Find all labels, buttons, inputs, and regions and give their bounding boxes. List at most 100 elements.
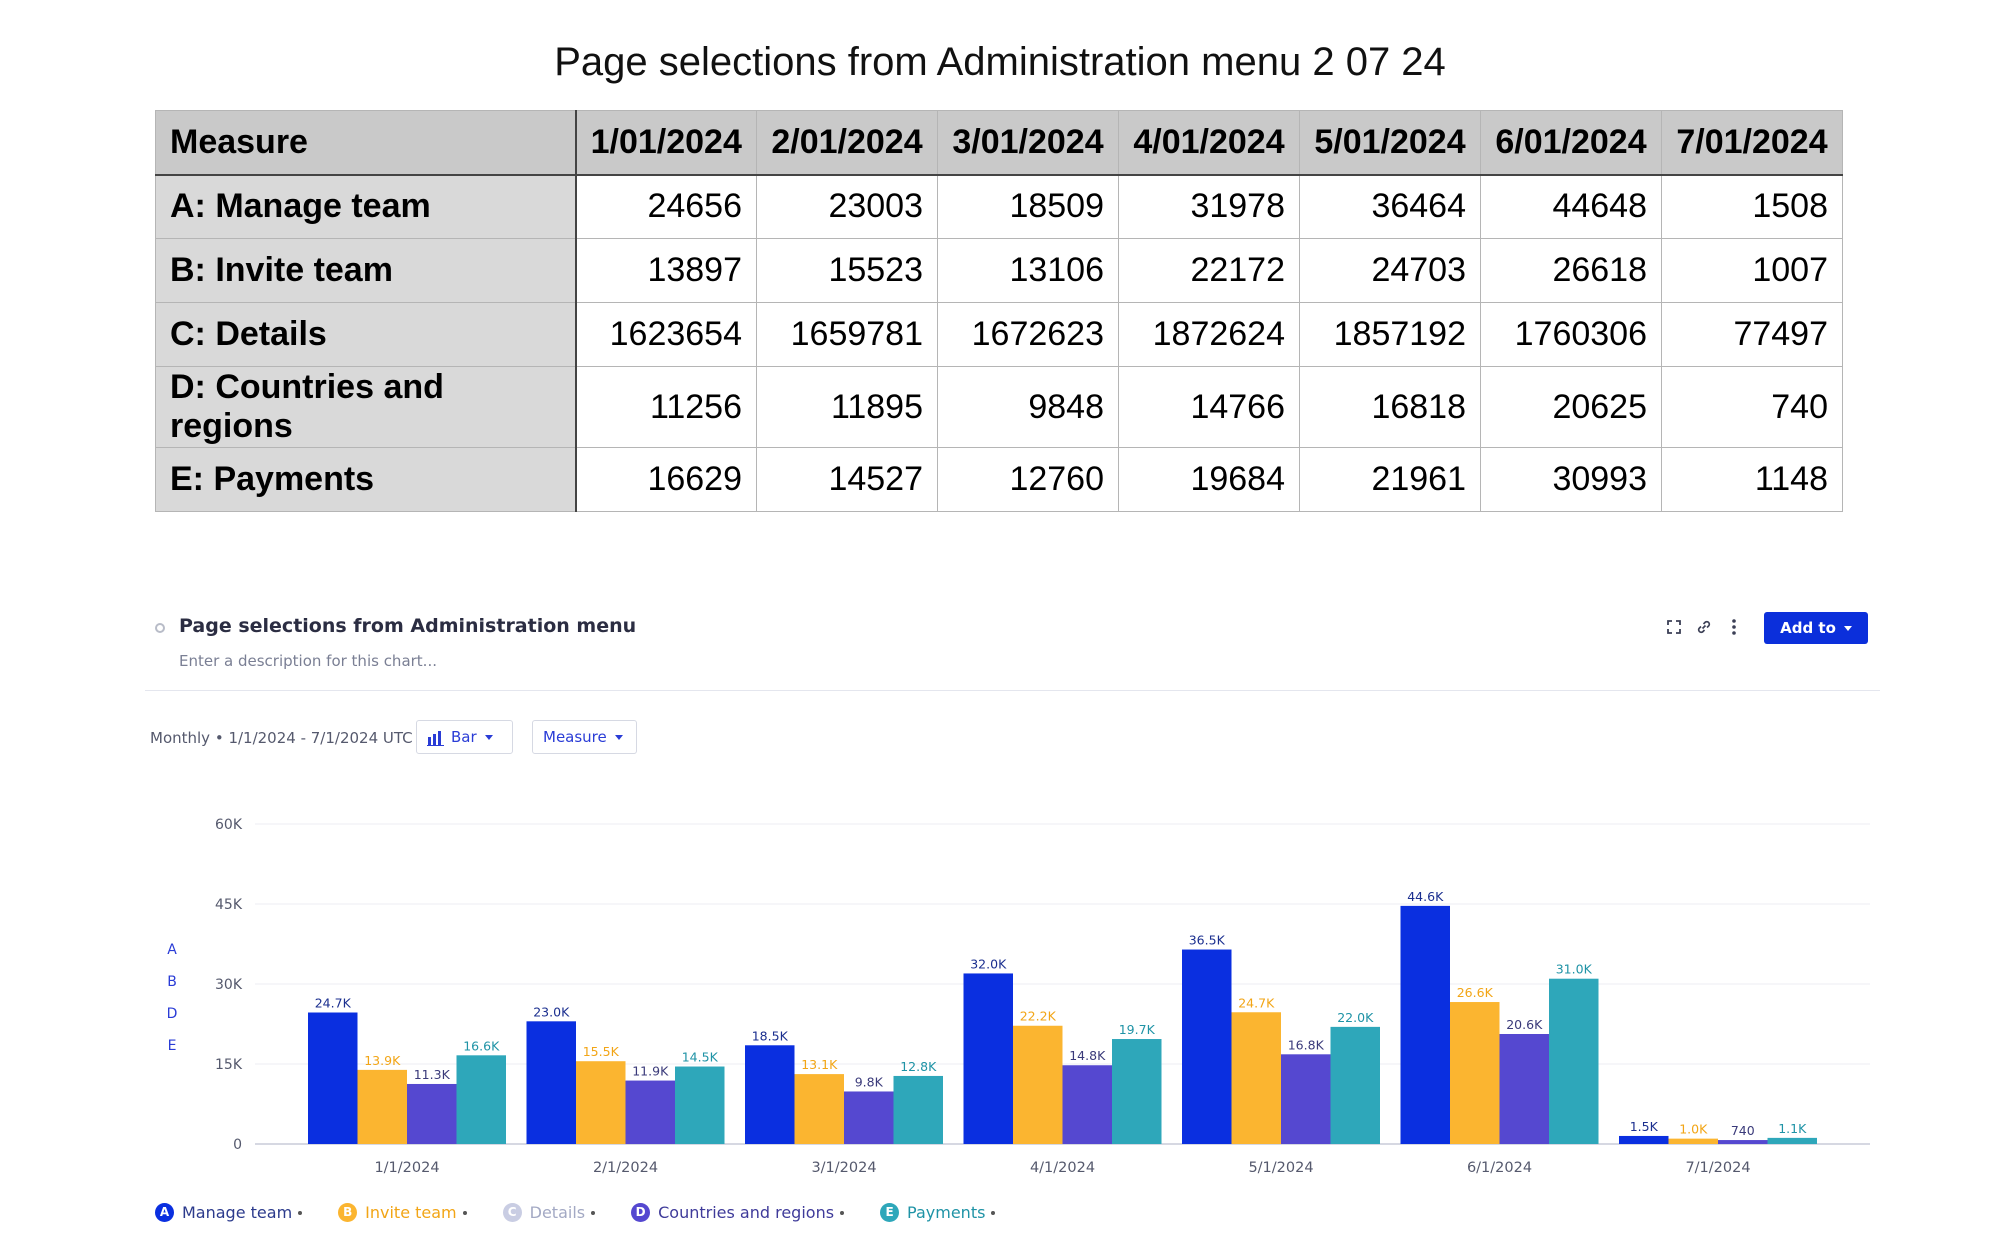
bar bbox=[1400, 905, 1450, 1144]
x-tick-label: 3/1/2024 bbox=[811, 1160, 876, 1176]
group-by-dropdown[interactable]: Measure bbox=[532, 720, 637, 754]
data-label: 23.0K bbox=[533, 1004, 570, 1019]
x-tick-label: 6/1/2024 bbox=[1467, 1160, 1532, 1176]
x-tick-label: 7/1/2024 bbox=[1685, 1160, 1750, 1176]
bar bbox=[1281, 1054, 1331, 1144]
chart-description-input[interactable]: Enter a description for this chart... bbox=[179, 652, 437, 670]
legend-badge: A bbox=[155, 1203, 174, 1222]
table-row: C: Details 1623654 1659781 1672623 1872624 18… bbox=[155, 302, 1843, 367]
data-label: 12.8K bbox=[900, 1059, 937, 1074]
data-label: 15.5K bbox=[583, 1044, 620, 1059]
table-cell: 14766 bbox=[1118, 366, 1300, 448]
table-cell: 30993 bbox=[1480, 447, 1662, 512]
bar bbox=[407, 1083, 457, 1144]
bar bbox=[1013, 1025, 1063, 1144]
group-by-label: Measure bbox=[543, 728, 607, 746]
data-label: 1.1K bbox=[1778, 1121, 1807, 1136]
legend-item[interactable]: E Payments bbox=[880, 1203, 996, 1222]
data-label: 740 bbox=[1731, 1123, 1755, 1138]
table-header-date: 2/01/2024 bbox=[756, 110, 938, 176]
bar bbox=[1182, 949, 1232, 1144]
y-axis-series-letter: E bbox=[168, 1038, 177, 1054]
table-cell: 26618 bbox=[1480, 238, 1662, 303]
legend-badge: C bbox=[502, 1203, 522, 1222]
table-cell: 1508 bbox=[1661, 174, 1843, 239]
legend-options-icon[interactable] bbox=[591, 1210, 596, 1215]
bar bbox=[1668, 1138, 1718, 1144]
table-header-date: 1/01/2024 bbox=[575, 110, 757, 176]
legend-badge: D bbox=[631, 1203, 651, 1222]
legend-item[interactable]: B Invite team bbox=[338, 1203, 467, 1222]
chevron-down-icon bbox=[484, 735, 493, 740]
data-label: 13.9K bbox=[364, 1053, 401, 1068]
table-cell: 1857192 bbox=[1299, 302, 1481, 367]
bar bbox=[1549, 978, 1599, 1144]
data-label: 14.8K bbox=[1069, 1048, 1106, 1063]
bar bbox=[1112, 1039, 1162, 1144]
y-tick-label: 60K bbox=[215, 817, 243, 833]
legend-item[interactable]: D Countries and regions bbox=[631, 1203, 845, 1222]
bar bbox=[526, 1021, 576, 1144]
table-header-date: 4/01/2024 bbox=[1118, 110, 1300, 176]
legend-label: Invite team bbox=[365, 1203, 457, 1222]
table-cell: 44648 bbox=[1480, 174, 1662, 239]
table-cell: 11895 bbox=[756, 366, 938, 448]
table-cell: 15523 bbox=[756, 238, 938, 303]
summary-table: Measure 1/01/2024 2/01/2024 3/01/2024 4/… bbox=[155, 110, 1843, 512]
table-cell: 16818 bbox=[1299, 366, 1481, 448]
table-cell: 13106 bbox=[937, 238, 1119, 303]
legend-item[interactable]: A Manage team bbox=[155, 1203, 303, 1222]
table-header-date: 7/01/2024 bbox=[1661, 110, 1843, 176]
bar bbox=[963, 973, 1013, 1144]
data-label: 19.7K bbox=[1119, 1022, 1156, 1037]
bar bbox=[576, 1061, 626, 1144]
table-cell: 740 bbox=[1661, 366, 1843, 448]
table-cell: 1148 bbox=[1661, 447, 1843, 512]
y-tick-label: 30K bbox=[215, 977, 243, 993]
legend-options-icon[interactable] bbox=[462, 1210, 467, 1215]
legend-options-icon[interactable] bbox=[991, 1210, 996, 1215]
table-cell: 21961 bbox=[1299, 447, 1481, 512]
header-divider bbox=[145, 690, 1880, 691]
table-row-label: D: Countries and regions bbox=[155, 366, 577, 448]
add-to-button[interactable]: Add to bbox=[1764, 612, 1868, 644]
table-cell: 24703 bbox=[1299, 238, 1481, 303]
bar bbox=[1718, 1140, 1768, 1144]
page-title: Page selections from Administration menu… bbox=[554, 40, 1446, 84]
bar bbox=[893, 1075, 943, 1144]
legend-label: Manage team bbox=[182, 1203, 293, 1222]
table-row: A: Manage team 24656 23003 18509 31978 36464 4… bbox=[155, 174, 1843, 239]
x-tick-label: 2/1/2024 bbox=[593, 1160, 658, 1176]
chart-type-dropdown[interactable]: Bar bbox=[416, 720, 513, 754]
table-cell: 19684 bbox=[1118, 447, 1300, 512]
table-cell: 77497 bbox=[1661, 302, 1843, 367]
chevron-down-icon bbox=[614, 735, 623, 740]
legend-options-icon[interactable] bbox=[298, 1210, 303, 1215]
table-row: B: Invite team 13897 15523 13106 22172 24703 2… bbox=[155, 238, 1843, 303]
bar-chart-icon bbox=[427, 730, 444, 746]
legend-label: Payments bbox=[907, 1203, 986, 1222]
data-label: 16.8K bbox=[1288, 1037, 1325, 1052]
bar bbox=[1767, 1137, 1817, 1144]
table-cell: 1623654 bbox=[575, 302, 757, 367]
more-vertical-icon[interactable] bbox=[1725, 618, 1743, 636]
bar bbox=[1062, 1065, 1112, 1144]
table-row: E: Payments 16629 14527 12760 19684 21961 3099… bbox=[155, 447, 1843, 512]
data-label: 1.5K bbox=[1630, 1119, 1659, 1134]
data-label: 26.6K bbox=[1457, 985, 1494, 1000]
legend-options-icon[interactable] bbox=[840, 1210, 845, 1215]
fullscreen-icon[interactable] bbox=[1665, 618, 1683, 636]
bar bbox=[1619, 1135, 1669, 1144]
table-row-label: B: Invite team bbox=[155, 238, 577, 303]
table-cell: 23003 bbox=[756, 174, 938, 239]
chart-title[interactable]: Page selections from Administration menu bbox=[179, 615, 637, 637]
data-label: 24.7K bbox=[315, 996, 352, 1011]
chevron-down-icon bbox=[1843, 626, 1852, 631]
link-icon[interactable] bbox=[1695, 618, 1713, 636]
table-header-date: 5/01/2024 bbox=[1299, 110, 1481, 176]
legend-item[interactable]: C Details bbox=[502, 1203, 596, 1222]
date-range-label[interactable]: Monthly • 1/1/2024 - 7/1/2024 UTC bbox=[150, 729, 413, 747]
x-tick-label: 4/1/2024 bbox=[1030, 1160, 1095, 1176]
bar bbox=[1330, 1026, 1380, 1144]
table-cell: 20625 bbox=[1480, 366, 1662, 448]
